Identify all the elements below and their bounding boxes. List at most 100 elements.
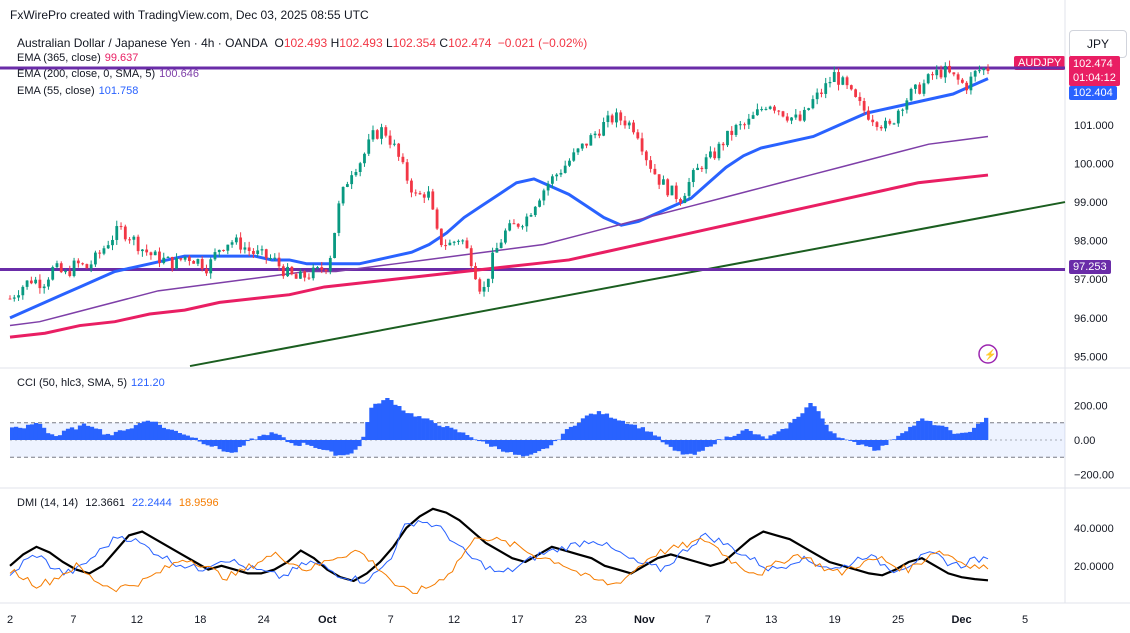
price-tick-label: 100.000 bbox=[1074, 158, 1114, 170]
candle bbox=[743, 122, 746, 130]
cci-bar bbox=[500, 440, 506, 452]
candle bbox=[687, 177, 691, 200]
cci-bar bbox=[784, 428, 789, 440]
cci-bar bbox=[145, 420, 151, 440]
candle bbox=[824, 77, 828, 99]
cci-bar bbox=[177, 433, 182, 440]
cci-bar bbox=[684, 440, 689, 455]
ema55-legend[interactable]: EMA (55, close) 101.758 bbox=[17, 85, 138, 97]
candle-body bbox=[721, 143, 725, 146]
cci-bar bbox=[293, 440, 298, 446]
candle bbox=[751, 111, 755, 120]
cci-tick-label: 0.00 bbox=[1074, 435, 1095, 447]
candle bbox=[435, 207, 439, 231]
cci-bar bbox=[21, 428, 27, 440]
candle-body bbox=[367, 139, 371, 154]
candle-body bbox=[820, 92, 823, 94]
cci-bar bbox=[421, 418, 426, 440]
candle bbox=[747, 113, 751, 129]
time-tick-label: 13 bbox=[765, 614, 777, 626]
candle-body bbox=[55, 263, 59, 268]
cci-bar bbox=[273, 433, 278, 440]
candle bbox=[252, 248, 255, 259]
cci-bar bbox=[449, 427, 454, 440]
cci-bar bbox=[169, 429, 174, 440]
candle bbox=[521, 224, 524, 230]
candle bbox=[666, 178, 670, 197]
cci-bar bbox=[984, 417, 989, 440]
cci-bar bbox=[197, 440, 202, 442]
cci-bar bbox=[816, 411, 821, 440]
cci-legend[interactable]: CCI (50, hlc3, SMA, 5) 121.20 bbox=[17, 377, 165, 389]
candle bbox=[397, 142, 401, 161]
candle bbox=[209, 257, 213, 279]
candle bbox=[341, 186, 345, 206]
cci-bar bbox=[552, 440, 558, 442]
candle-body bbox=[901, 109, 904, 111]
candle-body bbox=[47, 279, 50, 287]
candle-body bbox=[239, 237, 243, 250]
candle-body bbox=[243, 247, 247, 250]
candle bbox=[593, 131, 597, 139]
cci-bar bbox=[608, 417, 614, 440]
cci-bar bbox=[640, 427, 646, 440]
candle bbox=[264, 248, 268, 264]
cci-bar bbox=[441, 427, 446, 440]
candle-body bbox=[909, 88, 913, 101]
cci-bar bbox=[836, 437, 841, 440]
cci-bar bbox=[225, 440, 230, 453]
high-value: 102.493 bbox=[339, 36, 383, 50]
cci-bar bbox=[445, 426, 450, 440]
candle bbox=[862, 97, 866, 115]
candle bbox=[418, 190, 422, 195]
cci-bar bbox=[544, 440, 550, 449]
cci-bar bbox=[656, 436, 661, 440]
cci-bar bbox=[896, 435, 901, 440]
candle bbox=[162, 252, 166, 265]
candle-body bbox=[422, 194, 426, 198]
candle bbox=[858, 92, 862, 106]
candle bbox=[358, 161, 362, 177]
currency-button[interactable]: JPY bbox=[1069, 30, 1127, 58]
candle bbox=[909, 87, 913, 102]
candle-body bbox=[281, 266, 285, 277]
cci-bar bbox=[636, 428, 642, 440]
candle bbox=[679, 197, 682, 206]
candle bbox=[884, 117, 887, 132]
candle bbox=[636, 129, 640, 140]
cci-bar bbox=[301, 440, 306, 443]
candle-body bbox=[644, 151, 648, 161]
price-tick-label: 95.000 bbox=[1074, 351, 1108, 363]
cci-bar bbox=[624, 423, 630, 440]
low-value: 102.354 bbox=[392, 36, 437, 50]
candle-body bbox=[187, 256, 191, 261]
ema365-value: 99.637 bbox=[104, 52, 139, 64]
cci-bar bbox=[756, 434, 761, 440]
ema365-legend[interactable]: EMA (365, close) 99.637 bbox=[17, 52, 138, 64]
candle-body bbox=[333, 232, 336, 259]
cci-bar bbox=[688, 440, 693, 454]
candle-body bbox=[679, 199, 682, 204]
candle bbox=[704, 153, 708, 174]
cci-tick-label: 200.00 bbox=[1074, 400, 1108, 412]
ema200-legend[interactable]: EMA (200, close, 0, SMA, 5) 100.646 bbox=[17, 68, 199, 80]
instrument-legend[interactable]: Australian Dollar / Japanese Yen · 4h · … bbox=[17, 36, 587, 50]
candle-body bbox=[952, 72, 956, 75]
candle-body bbox=[21, 286, 25, 296]
candle bbox=[457, 239, 460, 245]
dmi-legend[interactable]: DMI (14, 14) 12.3661 22.2444 18.9596 bbox=[17, 497, 219, 509]
candle-body bbox=[879, 126, 883, 129]
candle bbox=[798, 110, 802, 122]
cci-bar bbox=[632, 424, 638, 440]
cci-bar bbox=[261, 434, 266, 440]
candle bbox=[273, 253, 277, 261]
candle-body bbox=[42, 286, 46, 289]
candle-body bbox=[845, 77, 849, 86]
candle bbox=[102, 245, 106, 256]
candle-body bbox=[978, 70, 981, 72]
cci-bar bbox=[341, 440, 346, 456]
candle bbox=[785, 113, 789, 123]
candle-body bbox=[17, 295, 20, 298]
cci-bar bbox=[560, 433, 566, 440]
